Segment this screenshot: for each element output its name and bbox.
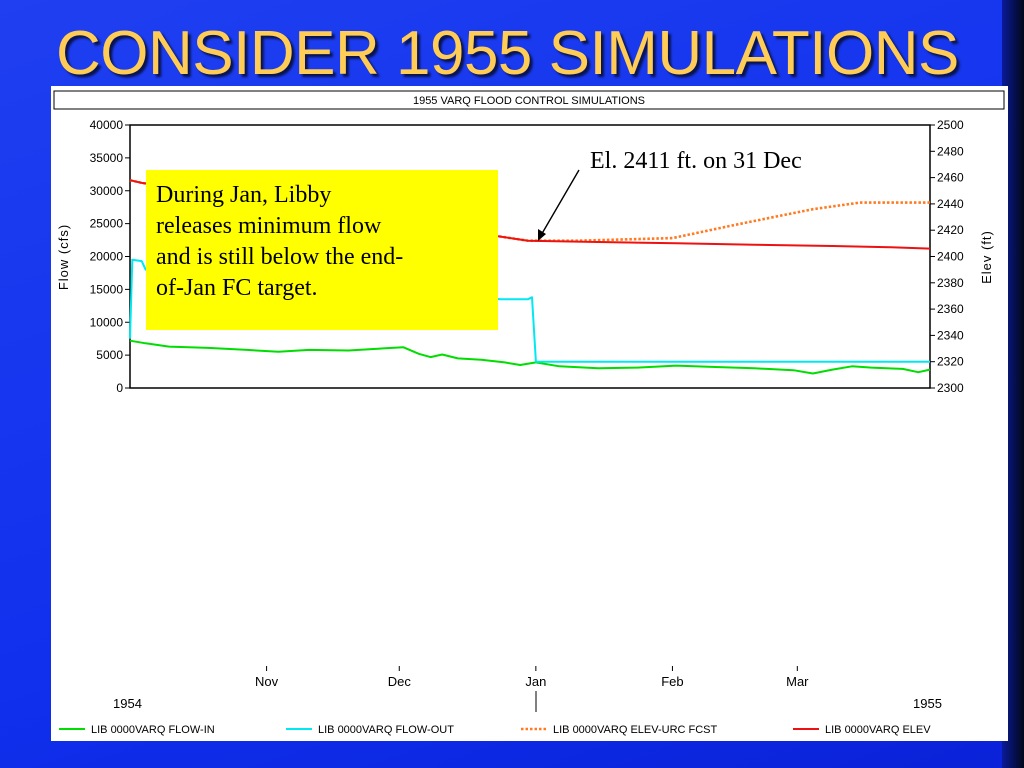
y-right-tick-label: 2340 xyxy=(937,328,964,342)
annotation-arrowhead xyxy=(538,229,546,241)
y-right-tick-label: 2360 xyxy=(937,302,964,316)
legend-label: LIB 0000VARQ FLOW-OUT xyxy=(318,724,454,736)
y-right-tick-label: 2320 xyxy=(937,355,964,369)
blank-region xyxy=(51,409,1008,666)
y-left-tick-label: 40000 xyxy=(90,118,124,132)
y-right-tick-label: 2400 xyxy=(937,250,964,264)
y-left-tick-label: 10000 xyxy=(90,315,124,329)
slide-title: CONSIDER 1955 SIMULATIONS xyxy=(56,19,959,88)
y-left-tick-label: 5000 xyxy=(96,348,123,362)
y-left-tick-label: 20000 xyxy=(90,250,124,264)
legend-label: LIB 0000VARQ ELEV-URC FCST xyxy=(553,724,718,736)
y-left-tick-label: 15000 xyxy=(90,282,124,296)
callout-line: During Jan, Libby xyxy=(156,182,332,208)
y-right-tick-label: 2420 xyxy=(937,223,964,237)
legend-label: LIB 0000VARQ FLOW-IN xyxy=(91,724,215,736)
y-right-tick-label: 2500 xyxy=(937,118,964,132)
y-right-tick-label: 2440 xyxy=(937,197,964,211)
x-month-tick-label: Jan xyxy=(525,674,546,689)
callout-line: of-Jan FC target. xyxy=(156,275,318,301)
y-axis-left-label: Flow (cfs) xyxy=(56,224,71,290)
callout-line: releases minimum flow xyxy=(156,213,382,239)
chart-panel: 1955 VARQ FLOOD CONTROL SIMULATIONS 4000… xyxy=(51,86,1008,741)
chart-title: 1955 VARQ FLOOD CONTROL SIMULATIONS xyxy=(413,95,645,107)
y-right-tick-label: 2480 xyxy=(937,144,964,158)
x-month-tick-label: Feb xyxy=(661,674,683,689)
y-axis-right-label: Elev (ft) xyxy=(979,230,994,284)
series-line-lib-0000varq-flow-out xyxy=(129,258,930,363)
y-right-tick-label: 2460 xyxy=(937,171,964,185)
legend: LIB 0000VARQ FLOW-IN LIB 0000VARQ FLOW-OU… xyxy=(59,724,931,736)
x-year-label-end: 1955 xyxy=(913,696,942,711)
x-month-tick-label: Mar xyxy=(786,674,809,689)
legend-label: LIB 0000VARQ ELEV xyxy=(825,724,931,736)
x-month-tick-label: Dec xyxy=(388,674,412,689)
x-axis: Nov Dec Jan Feb Mar xyxy=(255,666,809,689)
x-month-tick-label: Nov xyxy=(255,674,279,689)
elevation-annotation: El. 2411 ft. on 31 Dec xyxy=(590,148,802,174)
annotation-arrow xyxy=(539,169,580,238)
y-right-tick-label: 2300 xyxy=(937,381,964,395)
left-axis: 40000 35000 30000 25000 20000 15000 10000 5000 0 xyxy=(90,118,130,395)
y-left-tick-label: 25000 xyxy=(90,217,124,231)
y-right-tick-label: 2380 xyxy=(937,276,964,290)
callout-line: and is still below the end- xyxy=(156,244,404,270)
callout-box: During Jan, Libby releases minimum flow … xyxy=(146,170,498,330)
chart-title-box xyxy=(53,90,1005,110)
x-year-label-start: 1954 xyxy=(113,696,142,711)
right-axis: 2500 2480 2460 2440 2420 2400 2380 2360 2340 2320… xyxy=(930,118,964,395)
y-left-tick-label: 35000 xyxy=(90,151,124,165)
y-left-tick-label: 0 xyxy=(116,381,123,395)
y-left-tick-label: 30000 xyxy=(90,184,124,198)
series-line-lib-0000varq-flow-in xyxy=(129,339,931,375)
